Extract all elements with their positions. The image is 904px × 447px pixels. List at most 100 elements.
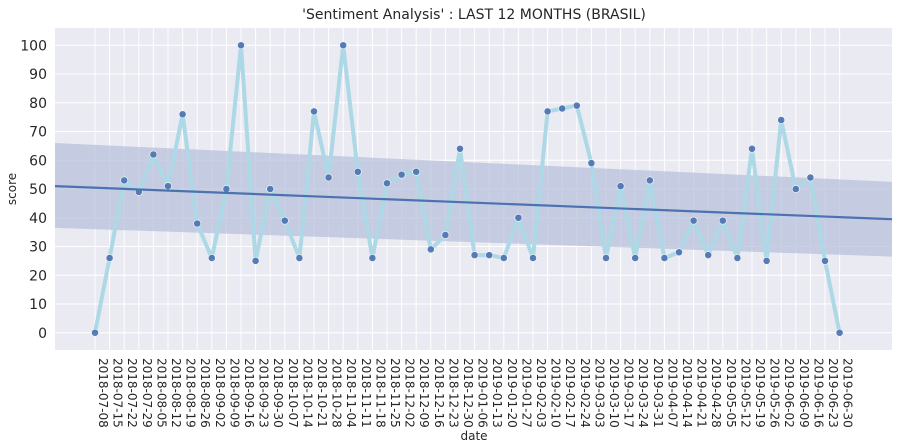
y-tick-label: 40 xyxy=(29,211,47,227)
data-point xyxy=(485,251,494,260)
y-axis-label: score xyxy=(5,173,19,205)
data-point xyxy=(324,173,333,182)
data-point xyxy=(178,110,187,119)
data-point xyxy=(645,176,654,185)
y-tick-label: 60 xyxy=(29,153,47,169)
x-tick-label: 2018-12-16 xyxy=(432,358,446,428)
y-tick-label: 10 xyxy=(29,297,47,313)
x-tick-label: 2019-01-13 xyxy=(490,358,504,428)
x-tick-label: 2019-06-02 xyxy=(782,358,796,428)
data-point xyxy=(353,167,362,176)
data-point xyxy=(777,116,786,124)
x-tick-label: 2019-03-31 xyxy=(651,358,665,428)
x-tick-label: 2018-09-16 xyxy=(242,358,256,428)
data-point xyxy=(237,41,245,50)
data-point xyxy=(397,170,406,179)
data-point xyxy=(91,328,99,337)
data-point xyxy=(251,256,260,265)
x-tick-label: 2019-05-19 xyxy=(753,358,767,428)
x-tick-label: 2019-03-17 xyxy=(622,358,636,428)
y-tick-label: 70 xyxy=(29,125,47,141)
x-tick-label: 2018-12-23 xyxy=(446,358,460,428)
data-point xyxy=(718,216,727,225)
data-point xyxy=(149,150,158,159)
x-tick-label: 2018-09-23 xyxy=(257,358,271,428)
data-point xyxy=(426,245,435,254)
x-tick-label: 2019-05-12 xyxy=(738,358,752,428)
data-point xyxy=(733,254,742,262)
data-point xyxy=(806,173,815,182)
data-point xyxy=(835,328,844,337)
x-tick-label: 2019-02-24 xyxy=(578,358,592,428)
x-tick-label: 2018-07-29 xyxy=(140,358,154,428)
data-point xyxy=(280,216,289,225)
x-axis-label: date xyxy=(460,429,487,443)
x-tick-label: 2018-11-18 xyxy=(373,358,387,428)
x-tick-label: 2019-05-26 xyxy=(768,358,782,428)
x-tick-label: 2019-01-27 xyxy=(519,358,533,428)
x-tick-label: 2018-08-12 xyxy=(169,358,183,428)
x-tick-label: 2018-11-25 xyxy=(388,358,402,428)
y-tick-label: 0 xyxy=(38,326,47,342)
x-tick-label: 2018-09-30 xyxy=(271,358,285,428)
x-tick-label: 2018-08-26 xyxy=(198,358,212,428)
x-tick-label: 2019-04-21 xyxy=(695,358,709,428)
data-point xyxy=(558,104,567,113)
data-point xyxy=(704,251,713,260)
data-point xyxy=(616,182,625,191)
data-point xyxy=(631,254,640,262)
x-tick-label: 2019-02-10 xyxy=(549,358,563,428)
x-tick-label: 2018-07-15 xyxy=(111,358,125,428)
x-tick-label: 2019-02-03 xyxy=(534,358,548,428)
regression-line xyxy=(54,185,893,221)
data-point xyxy=(689,216,698,225)
data-point xyxy=(543,107,552,116)
y-tick-label: 50 xyxy=(29,182,47,198)
data-point xyxy=(456,144,464,153)
data-point xyxy=(791,185,800,193)
x-tick-label: 2019-04-07 xyxy=(665,358,679,428)
x-tick-label: 2019-06-30 xyxy=(841,358,855,428)
data-point xyxy=(266,185,275,193)
data-point xyxy=(383,179,391,188)
x-tick-label: 2018-07-08 xyxy=(96,358,110,428)
x-tick-label: 2019-05-05 xyxy=(724,358,738,428)
x-tick-label: 2019-03-24 xyxy=(636,358,650,428)
y-tick-label: 30 xyxy=(29,240,47,256)
data-point xyxy=(572,101,581,110)
y-tick-label: 90 xyxy=(29,67,47,83)
x-tick-label: 2019-01-06 xyxy=(476,358,490,428)
data-point xyxy=(193,219,202,228)
x-tick-label: 2018-12-09 xyxy=(417,358,431,428)
x-tick-label: 2018-07-22 xyxy=(125,358,139,428)
grid-lines xyxy=(55,28,892,350)
x-tick-label: 2018-10-14 xyxy=(300,358,314,428)
x-tick-label: 2019-03-10 xyxy=(607,358,621,428)
x-tick-label: 2018-08-05 xyxy=(154,358,168,428)
regression-layer xyxy=(54,185,893,221)
data-point xyxy=(762,256,771,265)
data-point xyxy=(164,182,172,191)
x-tick-label: 2018-12-02 xyxy=(403,358,417,428)
x-tick-label: 2019-06-16 xyxy=(811,358,825,428)
data-point xyxy=(660,254,669,262)
data-point xyxy=(368,254,377,262)
x-tick-label: 2018-11-04 xyxy=(344,358,358,428)
y-tick-label: 100 xyxy=(20,38,47,54)
data-point xyxy=(441,231,450,239)
data-point xyxy=(310,107,318,116)
x-tick-label: 2018-10-21 xyxy=(315,358,329,428)
x-tick-label: 2019-06-09 xyxy=(797,358,811,428)
x-tick-label: 2018-12-30 xyxy=(461,358,475,428)
data-point xyxy=(339,41,348,50)
x-tick-label: 2019-01-20 xyxy=(505,358,519,428)
data-point xyxy=(602,254,610,262)
x-axis-ticks: 2018-07-08 2018-07-15 2018-07-22 2018-07-29… xyxy=(96,358,855,428)
data-point xyxy=(529,254,537,262)
chart-title: 'Sentiment Analysis' : LAST 12 MONTHS (B… xyxy=(302,7,646,23)
x-tick-label: 2019-06-23 xyxy=(826,358,840,428)
data-point xyxy=(295,254,304,262)
data-point xyxy=(748,144,756,153)
x-tick-label: 2019-04-14 xyxy=(680,358,694,428)
data-point xyxy=(412,167,421,176)
